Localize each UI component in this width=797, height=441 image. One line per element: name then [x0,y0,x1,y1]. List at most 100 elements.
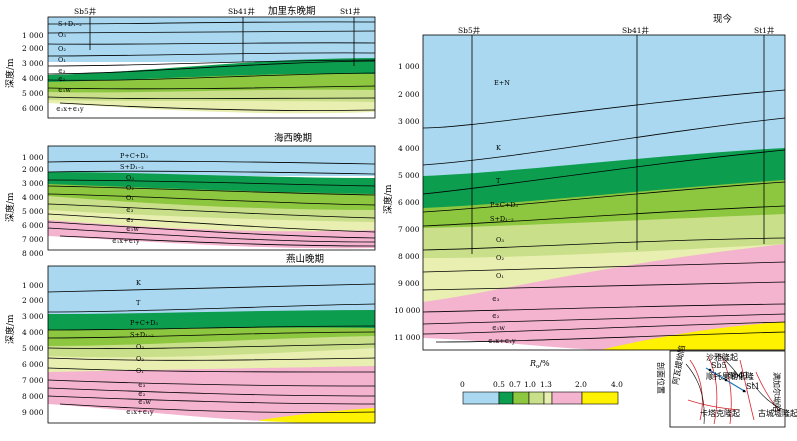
p3-formation: O₁ [136,367,144,375]
p1-formation: ∈₂ [58,75,66,83]
p1-title: 加里东晚期 [268,5,316,17]
p3-ytick: 9 000 [22,408,44,417]
p2-ytick: 5 000 [22,207,44,216]
p1-formation: ∈₃ [58,67,66,75]
p4-formation: O₁ [496,272,504,280]
p4-formation: S+D₁₋₂ [490,215,514,223]
p1-well-st1: St1井 [340,6,361,16]
p2-formation: O₃ [126,174,134,182]
panel-hercynian: 海西晚期 深度/m 1 000 2 000 3 000 4 000 5 000 … [4,132,376,258]
p4-formation: ∈₃ [492,295,500,303]
map-caption: 剖面位置 [656,362,666,394]
p3-formation: ∈₁w [138,398,151,406]
p4-ytick: 2 000 [398,90,420,99]
p4-ytick: 5 000 [398,171,420,180]
p2-formation: P+C+D₃ [120,152,148,160]
legend-swatch [512,391,530,405]
map-label: 沙雅隆起 [706,352,738,362]
legend-tick: 0.5 [493,380,505,389]
map-label: 满加尔坳陷 [772,372,782,412]
p4-well-st1: St1井 [754,25,775,35]
p1-well-sb5: Sb5井 [74,6,97,16]
map-well-label: Sb41 [728,371,749,380]
map-label: 顺托果勒低隆 [706,371,754,381]
p1-formation: S+D₁₋₂ [58,20,82,28]
p3-ytick: 8 000 [22,392,44,401]
p4-formation: O₃ [496,236,504,244]
map-label: 卡塔克隆起 [700,408,740,418]
p2-formation: O₁ [126,194,134,202]
p3-ytick: 5 000 [22,344,44,353]
legend-tick: 0.7 [509,380,521,389]
p2-formation: S+D₁₋₂ [120,163,144,171]
p3-formation: ∈₂ [138,390,146,398]
ro-legend: Ro/% 0 0.5 0.7 1.0 1.3 2.0 4.0 [460,359,623,405]
p1-ytick: 1 000 [22,31,44,40]
p3-title: 燕山晚期 [286,253,324,265]
p1-ytick: 3 000 [22,59,44,68]
panel-present: Sb5井 Sb41井 St1井 现今 深度/m 1 000 2 000 3 00… [382,13,786,351]
legend-tick: 1.0 [524,380,536,389]
p4-formation: K [496,144,501,152]
p2-formation: O₂ [126,184,134,192]
p3-formation: O₃ [136,343,144,351]
p3-formation: O₂ [136,355,144,363]
legend-swatch [462,391,500,405]
p4-formation: ∈₁w [492,324,505,332]
p1-formation: ∈₁w [58,86,71,94]
p4-well-sb41: Sb41井 [622,25,649,35]
p3-ytick: 1 000 [22,281,44,290]
p2-formation: ∈₃ [126,206,134,214]
p1-formation: ∈₁x+∈₁y [56,105,84,113]
p2-formation: ∈₁w [126,225,139,233]
legend-swatch [581,391,619,405]
legend-title: Ro/% [529,359,550,370]
p3-formation: ∈₁x+∈₁y [126,408,154,416]
p3-ytick: 2 000 [22,296,44,305]
legend-tick: 2.0 [575,380,587,389]
p3-ytick: 4 000 [22,328,44,337]
legend-swatch [498,391,514,405]
p3-formation: K [136,279,141,287]
p3-ytick: 3 000 [22,312,44,321]
p4-ytick: 10 000 [394,306,420,315]
legend-swatch [543,391,553,405]
map-well-label: Sb5 [711,361,727,370]
p1-formation: O₁ [58,56,66,64]
p4-ytick: 1 000 [398,62,420,71]
p4-ytick: 7 000 [398,225,420,234]
panel-caledonian: Sb5井 Sb41井 St1井 加里东晚期 深度/m 1 000 2 000 3… [4,5,376,119]
p1-ytick: 5 000 [22,89,44,98]
p2-ytick: 7 000 [22,235,44,244]
p2-ylabel: 深度/m [4,192,16,222]
p1-well-sb41: Sb41井 [228,6,255,16]
p4-well-sb5: Sb5井 [458,25,481,35]
p4-ytick: 9 000 [398,279,420,288]
p1-formation: O₂ [58,45,66,53]
p1-ytick: 6 000 [22,104,44,113]
p4-title: 现今 [713,13,733,25]
p1-ytick: 4 000 [22,74,44,83]
p2-ytick: 1 000 [22,153,44,162]
p4-ytick: 4 000 [398,144,420,153]
p2-ytick: 2 000 [22,165,44,174]
p4-formation: T [496,177,501,185]
p3-formation: ∈₃ [138,381,146,389]
legend-swatch [551,391,583,405]
p4-ytick: 6 000 [398,198,420,207]
legend-tick: 4.0 [611,380,623,389]
p1-ylabel: 深度/m [4,58,16,88]
p4-ylabel: 深度/m [382,184,394,214]
p3-ytick: 7 000 [22,376,44,385]
p3-ylabel: 深度/m [4,314,16,344]
legend-tick: 1.3 [540,380,552,389]
p4-ytick: 8 000 [398,252,420,261]
legend-swatch [528,391,545,405]
p2-ytick: 8 000 [22,249,44,258]
p3-formation: P+C+D₃ [130,319,158,327]
p3-formation: S+D₁₋₂ [130,331,154,339]
p2-ytick: 6 000 [22,221,44,230]
p2-ytick: 4 000 [22,193,44,202]
p1-ytick: 2 000 [22,44,44,53]
